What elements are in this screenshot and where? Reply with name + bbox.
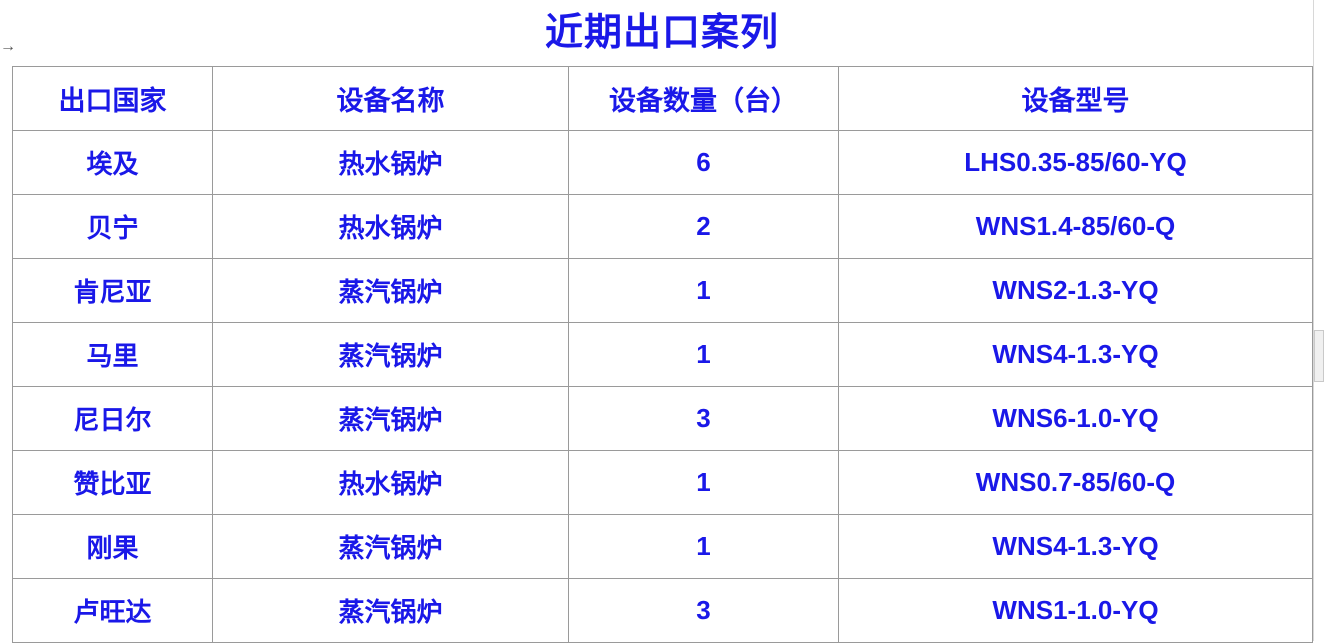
cell-country: 贝宁 xyxy=(12,194,213,259)
table-body: 出口国家 设备名称 设备数量（台） 设备型号 埃及 热水锅炉 6 LHS0.35… xyxy=(12,66,1313,643)
cell-model: WNS1.4-85/60-Q xyxy=(838,194,1313,259)
cell-quantity: 1 xyxy=(568,450,839,515)
cell-quantity: 1 xyxy=(568,322,839,387)
cell-quantity: 6 xyxy=(568,130,839,195)
cell-equipment-name: 热水锅炉 xyxy=(212,450,569,515)
cell-model: WNS2-1.3-YQ xyxy=(838,258,1313,323)
cell-quantity: 3 xyxy=(568,578,839,643)
column-header-quantity: 设备数量（台） xyxy=(568,66,839,131)
cell-quantity: 3 xyxy=(568,386,839,451)
column-header-country: 出口国家 xyxy=(12,66,213,131)
cell-equipment-name: 蒸汽锅炉 xyxy=(212,322,569,387)
table-row: 尼日尔 蒸汽锅炉 3 WNS6-1.0-YQ xyxy=(12,386,1313,451)
cell-quantity: 2 xyxy=(568,194,839,259)
table-row: 赞比亚 热水锅炉 1 WNS0.7-85/60-Q xyxy=(12,450,1313,515)
scroll-right-arrow-icon[interactable]: → xyxy=(0,36,16,58)
cell-equipment-name: 蒸汽锅炉 xyxy=(212,578,569,643)
vertical-scrollbar-thumb[interactable] xyxy=(1314,330,1324,382)
cell-model: WNS4-1.3-YQ xyxy=(838,514,1313,579)
table-row: 贝宁 热水锅炉 2 WNS1.4-85/60-Q xyxy=(12,194,1313,259)
table-row: 肯尼亚 蒸汽锅炉 1 WNS2-1.3-YQ xyxy=(12,258,1313,323)
cell-model: WNS1-1.0-YQ xyxy=(838,578,1313,643)
table-row: 刚果 蒸汽锅炉 1 WNS4-1.3-YQ xyxy=(12,514,1313,579)
cell-equipment-name: 蒸汽锅炉 xyxy=(212,258,569,323)
page-title: 近期出口案列 xyxy=(544,12,779,54)
cell-equipment-name: 蒸汽锅炉 xyxy=(212,514,569,579)
cell-quantity: 1 xyxy=(568,514,839,579)
cell-equipment-name: 蒸汽锅炉 xyxy=(212,386,569,451)
cell-country: 刚果 xyxy=(12,514,213,579)
cell-quantity: 1 xyxy=(568,258,839,323)
table-row: 埃及 热水锅炉 6 LHS0.35-85/60-YQ xyxy=(12,130,1313,195)
cell-model: WNS4-1.3-YQ xyxy=(838,322,1313,387)
cell-country: 赞比亚 xyxy=(12,450,213,515)
table-header-row: 出口国家 设备名称 设备数量（台） 设备型号 xyxy=(12,66,1313,131)
cell-equipment-name: 热水锅炉 xyxy=(212,130,569,195)
export-cases-table: 出口国家 设备名称 设备数量（台） 设备型号 埃及 热水锅炉 6 LHS0.35… xyxy=(12,66,1313,643)
table-row: 马里 蒸汽锅炉 1 WNS4-1.3-YQ xyxy=(12,322,1313,387)
column-header-model: 设备型号 xyxy=(838,66,1313,131)
table-row: 卢旺达 蒸汽锅炉 3 WNS1-1.0-YQ xyxy=(12,578,1313,643)
cell-country: 埃及 xyxy=(12,130,213,195)
vertical-scrollbar-track[interactable] xyxy=(1313,0,1324,641)
cell-country: 肯尼亚 xyxy=(12,258,213,323)
cell-model: WNS6-1.0-YQ xyxy=(838,386,1313,451)
cell-equipment-name: 热水锅炉 xyxy=(212,194,569,259)
cell-country: 卢旺达 xyxy=(12,578,213,643)
column-header-equipment-name: 设备名称 xyxy=(212,66,569,131)
cell-model: WNS0.7-85/60-Q xyxy=(838,450,1313,515)
cell-country: 马里 xyxy=(12,322,213,387)
cell-country: 尼日尔 xyxy=(12,386,213,451)
cell-model: LHS0.35-85/60-YQ xyxy=(838,130,1313,195)
